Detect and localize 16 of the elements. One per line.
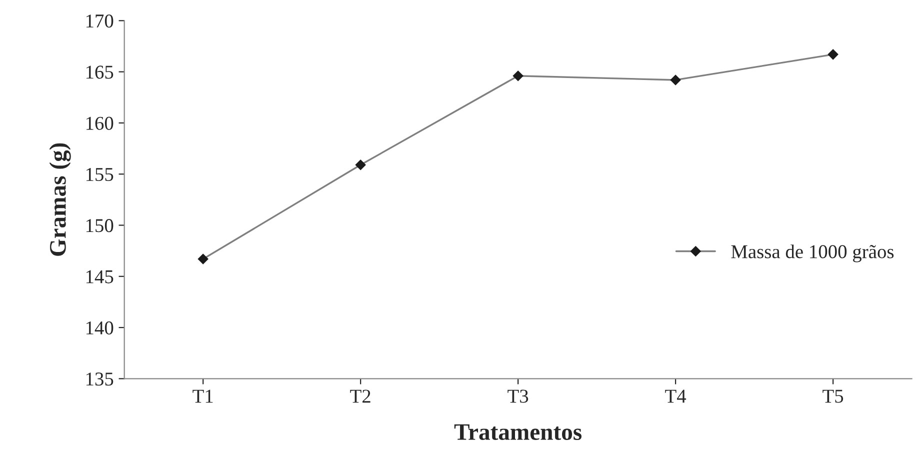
y-tick-label: 140 <box>86 321 114 334</box>
y-tick-label: 150 <box>86 219 114 232</box>
x-tick-label: T5 <box>822 390 844 403</box>
x-axis-title: Tratamentos <box>454 424 582 440</box>
y-tick-label: 145 <box>86 270 114 284</box>
legend-label: Massa de 1000 grãos <box>731 244 894 262</box>
y-tick-label: 170 <box>86 14 114 28</box>
y-tick-label: 165 <box>86 66 114 79</box>
y-tick-label: 155 <box>86 168 114 182</box>
x-tick-label: T3 <box>508 390 528 403</box>
x-tick-label: T4 <box>665 390 686 403</box>
x-tick-label: T2 <box>350 390 370 403</box>
y-tick-label: 135 <box>86 372 114 386</box>
x-tick-label: T1 <box>192 390 213 403</box>
y-tick-label: 160 <box>86 116 114 130</box>
y-axis-title: Gramas (g) <box>49 143 71 256</box>
